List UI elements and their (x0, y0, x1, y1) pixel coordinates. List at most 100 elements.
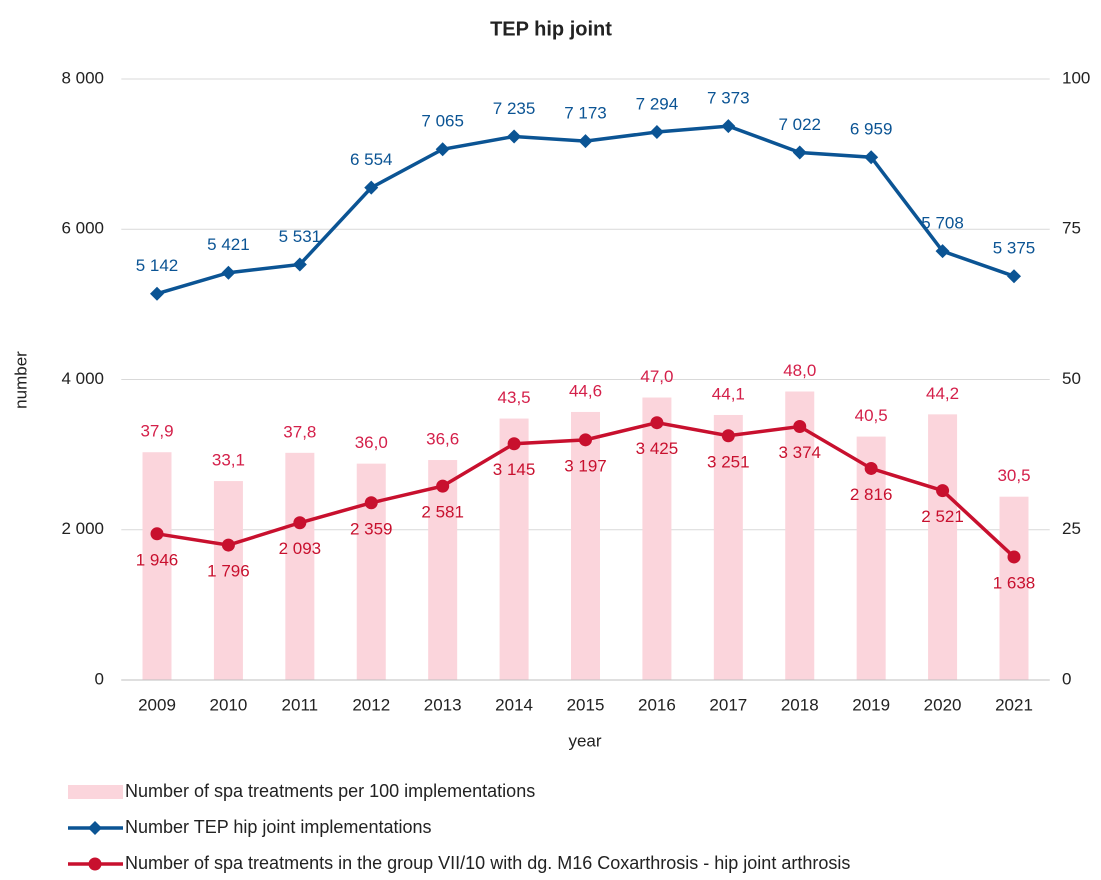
y-tick-label: 6 000 (61, 219, 104, 238)
data-label: 37,9 (140, 422, 173, 441)
x-tick-label: 2018 (781, 695, 819, 714)
x-tick-label: 2010 (210, 695, 248, 714)
data-label: 3 374 (778, 443, 821, 462)
marker (507, 129, 522, 144)
data-label: 33,1 (212, 451, 245, 470)
x-tick-label: 2017 (709, 695, 747, 714)
bar (856, 436, 886, 680)
y2-tick-label: 25 (1062, 519, 1081, 538)
data-label: 5 708 (921, 214, 964, 233)
bar (285, 452, 315, 680)
data-label: 44,6 (569, 381, 602, 400)
marker (721, 119, 736, 134)
marker (721, 429, 735, 443)
chart-title: TEP hip joint (490, 18, 612, 40)
data-label: 3 251 (707, 452, 750, 471)
marker (578, 134, 593, 149)
marker (935, 244, 950, 259)
marker (1006, 269, 1021, 284)
legend-swatch (68, 785, 123, 799)
data-label: 1 638 (993, 573, 1036, 592)
bar (571, 411, 600, 680)
data-label: 5 142 (136, 256, 179, 275)
x-tick-label: 2013 (424, 695, 462, 714)
bar (142, 452, 172, 680)
marker (221, 538, 235, 552)
x-tick-label: 2021 (995, 695, 1033, 714)
legend-label: Number of spa treatments per 100 impleme… (125, 781, 535, 801)
data-label: 2 359 (350, 519, 393, 538)
marker (864, 461, 878, 475)
marker (435, 142, 450, 157)
bar (928, 414, 958, 680)
marker (364, 496, 378, 510)
legend-label: Number of spa treatments in the group VI… (125, 853, 850, 873)
data-label: 7 373 (707, 89, 750, 108)
bar (499, 418, 529, 680)
y-tick-label: 8 000 (61, 68, 104, 87)
bar (428, 460, 458, 680)
marker (221, 265, 236, 280)
marker (364, 180, 379, 195)
data-label: 2 581 (421, 503, 464, 522)
data-label: 5 531 (279, 227, 322, 246)
x-tick-label: 2011 (282, 695, 319, 714)
marker (864, 150, 879, 165)
data-label: 5 421 (207, 235, 250, 254)
data-label: 2 816 (850, 485, 893, 504)
marker (507, 437, 521, 451)
data-label: 6 959 (850, 120, 893, 139)
data-label: 7 235 (493, 99, 536, 118)
legend-label: Number TEP hip joint implementations (125, 817, 431, 837)
data-label: 36,6 (426, 430, 459, 449)
legend-marker (88, 857, 102, 871)
x-tick-label: 2012 (352, 695, 390, 714)
x-axis-label: year (568, 731, 601, 750)
data-label: 3 145 (493, 460, 536, 479)
y-tick-label: 2 000 (61, 519, 104, 538)
bar (642, 397, 672, 680)
data-label: 1 796 (207, 562, 250, 581)
data-label: 40,5 (855, 406, 888, 425)
data-label: 48,0 (783, 361, 816, 380)
data-label: 37,8 (283, 422, 316, 441)
x-tick-label: 2020 (924, 695, 962, 714)
data-label: 44,1 (712, 384, 745, 403)
y2-tick-label: 50 (1062, 369, 1081, 388)
marker (292, 257, 307, 272)
data-label: 1 946 (136, 550, 179, 569)
x-tick-label: 2009 (138, 695, 176, 714)
y-axis-label: number (11, 351, 30, 409)
data-label: 6 554 (350, 150, 393, 169)
marker (293, 516, 307, 530)
x-tick-label: 2019 (852, 695, 890, 714)
marker (936, 484, 950, 498)
marker (150, 527, 164, 541)
y-tick-label: 4 000 (61, 369, 104, 388)
y2-tick-label: 100 (1062, 68, 1090, 87)
legend-marker (88, 821, 102, 835)
data-label: 7 173 (564, 104, 607, 123)
marker (650, 416, 664, 430)
data-label: 5 375 (993, 239, 1036, 258)
marker (150, 286, 165, 301)
y2-tick-label: 75 (1062, 219, 1081, 238)
x-tick-label: 2015 (567, 695, 605, 714)
line (156, 124, 1015, 296)
data-label: 2 521 (921, 507, 964, 526)
marker (436, 479, 450, 493)
data-label: 44,2 (926, 384, 959, 403)
data-label: 43,5 (498, 388, 531, 407)
bar (999, 496, 1029, 680)
marker (793, 420, 807, 434)
data-label: 7 065 (421, 112, 464, 131)
data-label: 30,5 (997, 466, 1030, 485)
y-tick-label: 0 (95, 669, 104, 688)
marker (579, 433, 592, 447)
marker (649, 125, 664, 140)
bar (213, 481, 243, 680)
data-label: 3 425 (636, 439, 679, 458)
x-tick-label: 2016 (638, 695, 676, 714)
